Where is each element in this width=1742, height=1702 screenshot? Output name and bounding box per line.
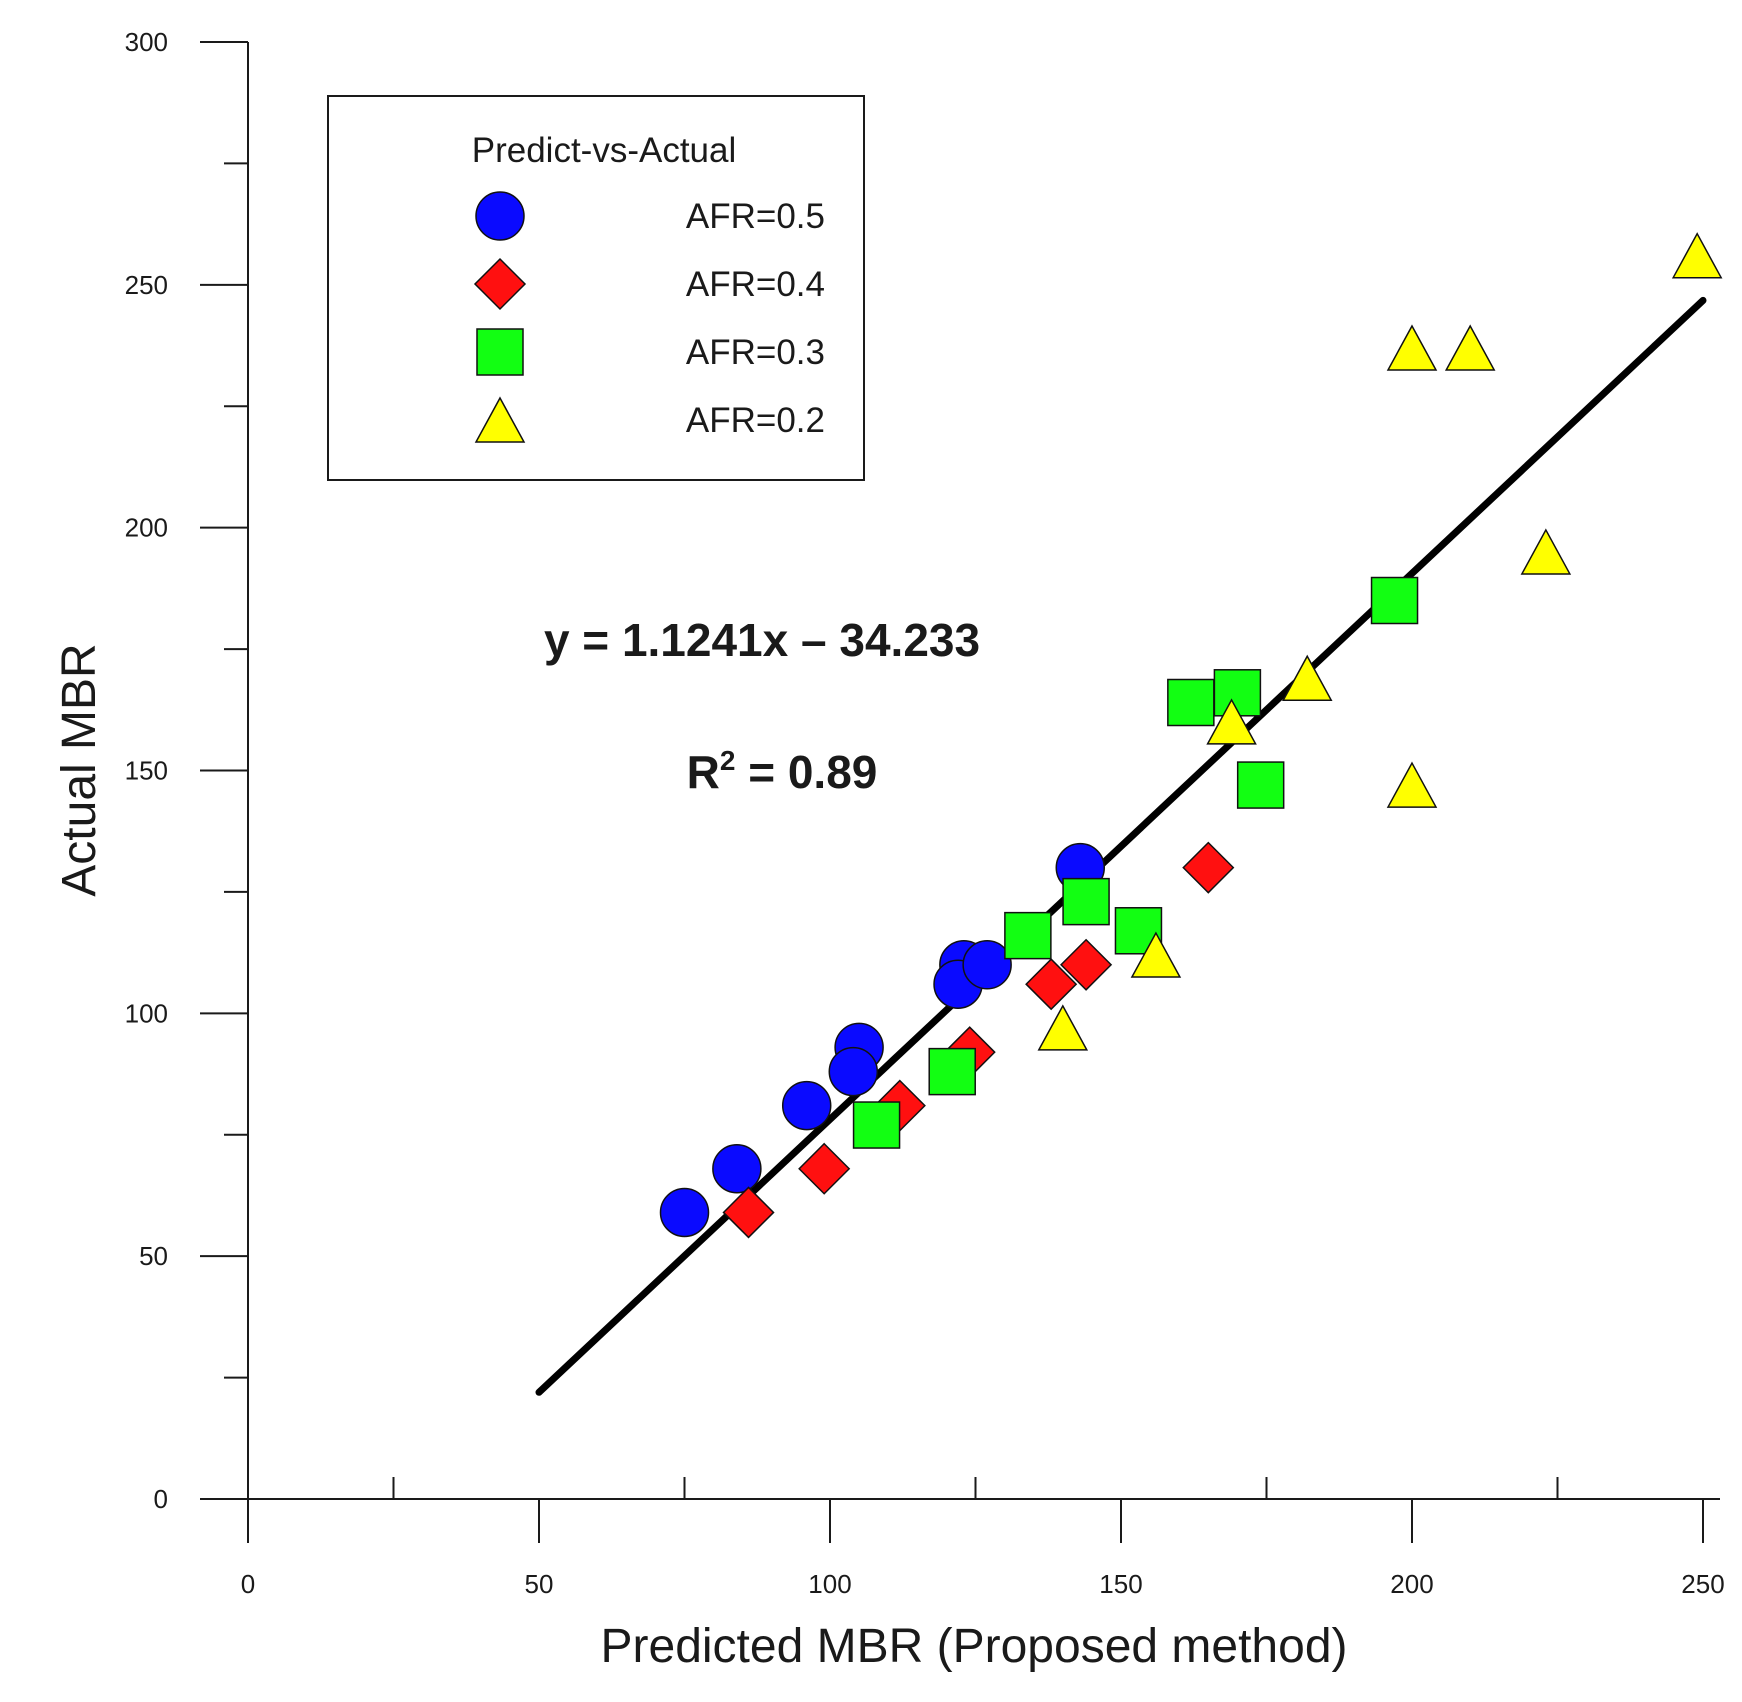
data-point-afr-0-3 [1062, 877, 1110, 926]
data-point-afr-0-5 [659, 1187, 710, 1238]
data-point-afr-0-3 [1236, 761, 1285, 809]
x-axis-title: Predicted MBR (Proposed method) [601, 1620, 1348, 1673]
x-tick-label: 100 [808, 1569, 851, 1599]
data-point-afr-0-4 [1182, 841, 1235, 894]
y-tick-label: 100 [125, 998, 168, 1028]
x-axis-ticks: 0 50 100 150 200 250 [241, 1477, 1725, 1599]
data-point-afr-0-5 [962, 940, 1012, 990]
data-point-afr-0-2 [1386, 761, 1438, 808]
regression-equation: y = 1.1241x – 34.233 [544, 614, 980, 666]
x-tick-label: 50 [525, 1569, 554, 1599]
data-point-afr-0-3 [1167, 678, 1215, 727]
x-tick-label: 250 [1681, 1569, 1724, 1599]
data-point-afr-0-2 [1281, 654, 1333, 701]
legend-label-afr-0-4: AFR=0.4 [686, 265, 825, 304]
data-point-afr-0-2 [1130, 931, 1182, 978]
r-squared-r: R [687, 746, 720, 798]
y-tick-label: 250 [125, 270, 168, 300]
x-tick-label: 150 [1099, 1569, 1142, 1599]
data-point-afr-0-2 [1520, 528, 1572, 575]
data-point-afr-0-4 [1060, 938, 1113, 991]
y-tick-label: 50 [139, 1241, 168, 1271]
legend-label-afr-0-3: AFR=0.3 [686, 333, 825, 372]
data-point-afr-0-2 [1444, 324, 1496, 371]
data-point-afr-0-4 [1025, 958, 1078, 1011]
data-point-afr-0-4 [798, 1142, 851, 1195]
data-point-afr-0-2 [1037, 1004, 1089, 1051]
y-tick-label: 300 [125, 27, 168, 57]
legend-label-afr-0-5: AFR=0.5 [686, 197, 825, 236]
data-point-afr-0-4 [722, 1186, 775, 1239]
legend: Predict-vs-Actual AFR=0.5AFR=0.4AFR=0.3A… [327, 95, 865, 481]
legend-box [327, 95, 865, 481]
y-tick-label: 150 [125, 756, 168, 786]
y-tick-label: 0 [154, 1484, 168, 1514]
r-squared-label: R2 = 0.89 [687, 745, 878, 798]
data-point-afr-0-3 [1370, 576, 1419, 625]
data-point-afr-0-3 [1213, 669, 1262, 717]
y-axis-title: Actual MBR [53, 643, 106, 896]
data-point-afr-0-2 [1386, 324, 1438, 371]
data-point-afr-0-5 [712, 1143, 762, 1194]
x-tick-label: 200 [1390, 1569, 1433, 1599]
y-tick-label: 200 [125, 513, 168, 543]
data-point-afr-0-3 [928, 1047, 976, 1096]
legend-title: Predict-vs-Actual [472, 131, 737, 170]
legend-label-afr-0-2: AFR=0.2 [686, 401, 825, 440]
legend-marker-afr-0-4 [473, 257, 527, 311]
legend-marker-afr-0-5 [475, 191, 525, 241]
data-point-afr-0-5 [828, 1046, 879, 1097]
data-point-afr-0-2 [1206, 698, 1257, 745]
data-point-afr-0-2 [1671, 232, 1723, 279]
r-squared-value: = 0.89 [735, 746, 877, 798]
y-axis-ticks: 0 50 100 150 200 250 300 [125, 27, 248, 1514]
r-squared-superscript: 2 [720, 745, 736, 776]
legend-marker-afr-0-2 [474, 396, 526, 443]
data-point-afr-0-3 [852, 1101, 901, 1149]
x-tick-label: 0 [241, 1569, 255, 1599]
legend-entries: AFR=0.5 AFR=0.4 AFR=0.3 AFR=0.2 [473, 191, 825, 443]
data-point-afr-0-3 [1004, 911, 1052, 960]
data-markers [659, 232, 1723, 1239]
data-point-afr-0-5 [781, 1080, 832, 1131]
legend-marker-afr-0-3 [476, 328, 524, 376]
